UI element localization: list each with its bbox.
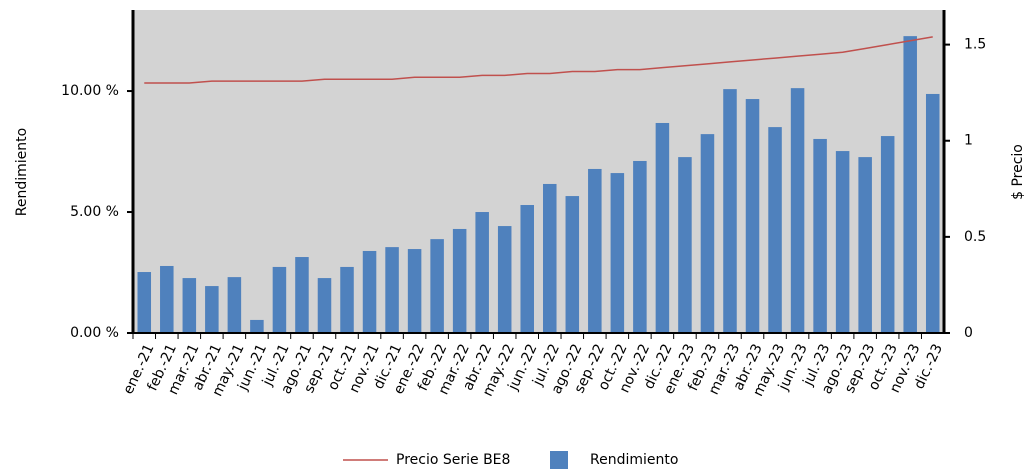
bar	[182, 278, 197, 333]
bar	[227, 277, 242, 333]
bar	[813, 138, 827, 333]
bar	[633, 160, 647, 333]
bar	[385, 247, 399, 333]
bar	[835, 151, 850, 333]
bar	[678, 157, 692, 333]
y2-tick-label: 1.5	[964, 37, 986, 53]
y2-tick-label: 1	[964, 133, 973, 149]
y-tick-label: 0.00 %	[70, 325, 119, 341]
bar	[137, 272, 152, 333]
bar	[407, 249, 422, 333]
bar	[655, 122, 670, 334]
y-tick-label: 10.00 %	[61, 83, 119, 99]
bar	[205, 286, 219, 333]
bar	[565, 196, 580, 333]
y-axis-title: Rendimiento	[14, 128, 30, 216]
bar	[475, 212, 489, 333]
bar	[295, 257, 309, 333]
bar	[543, 183, 557, 333]
bar	[340, 266, 354, 333]
bar	[250, 319, 264, 333]
y2-tick-label: 0	[964, 325, 973, 341]
legend-label: Precio Serie BE8	[396, 452, 510, 468]
bar	[768, 127, 782, 333]
y2-tick-label: 0.5	[964, 229, 986, 245]
bar	[588, 168, 602, 333]
bar	[723, 89, 737, 333]
price-line	[144, 36, 933, 84]
legend-swatch	[550, 451, 568, 469]
plot-area	[133, 10, 944, 333]
bar	[745, 99, 760, 333]
bar	[430, 239, 444, 333]
bar	[520, 205, 534, 333]
bar	[610, 173, 625, 333]
bar	[452, 228, 467, 333]
bar	[160, 265, 174, 333]
y-tick-label: 5.00 %	[70, 204, 119, 220]
bar	[700, 134, 715, 333]
bar	[925, 93, 940, 333]
bar	[790, 88, 805, 333]
bar	[497, 226, 512, 333]
bar	[317, 278, 332, 333]
bar	[903, 36, 917, 333]
bar	[272, 266, 287, 333]
bar	[362, 250, 377, 333]
y2-axis-title: $ Precio	[1010, 144, 1026, 200]
bar	[880, 136, 895, 333]
bar	[858, 157, 872, 333]
legend-label: Rendimiento	[590, 452, 678, 468]
